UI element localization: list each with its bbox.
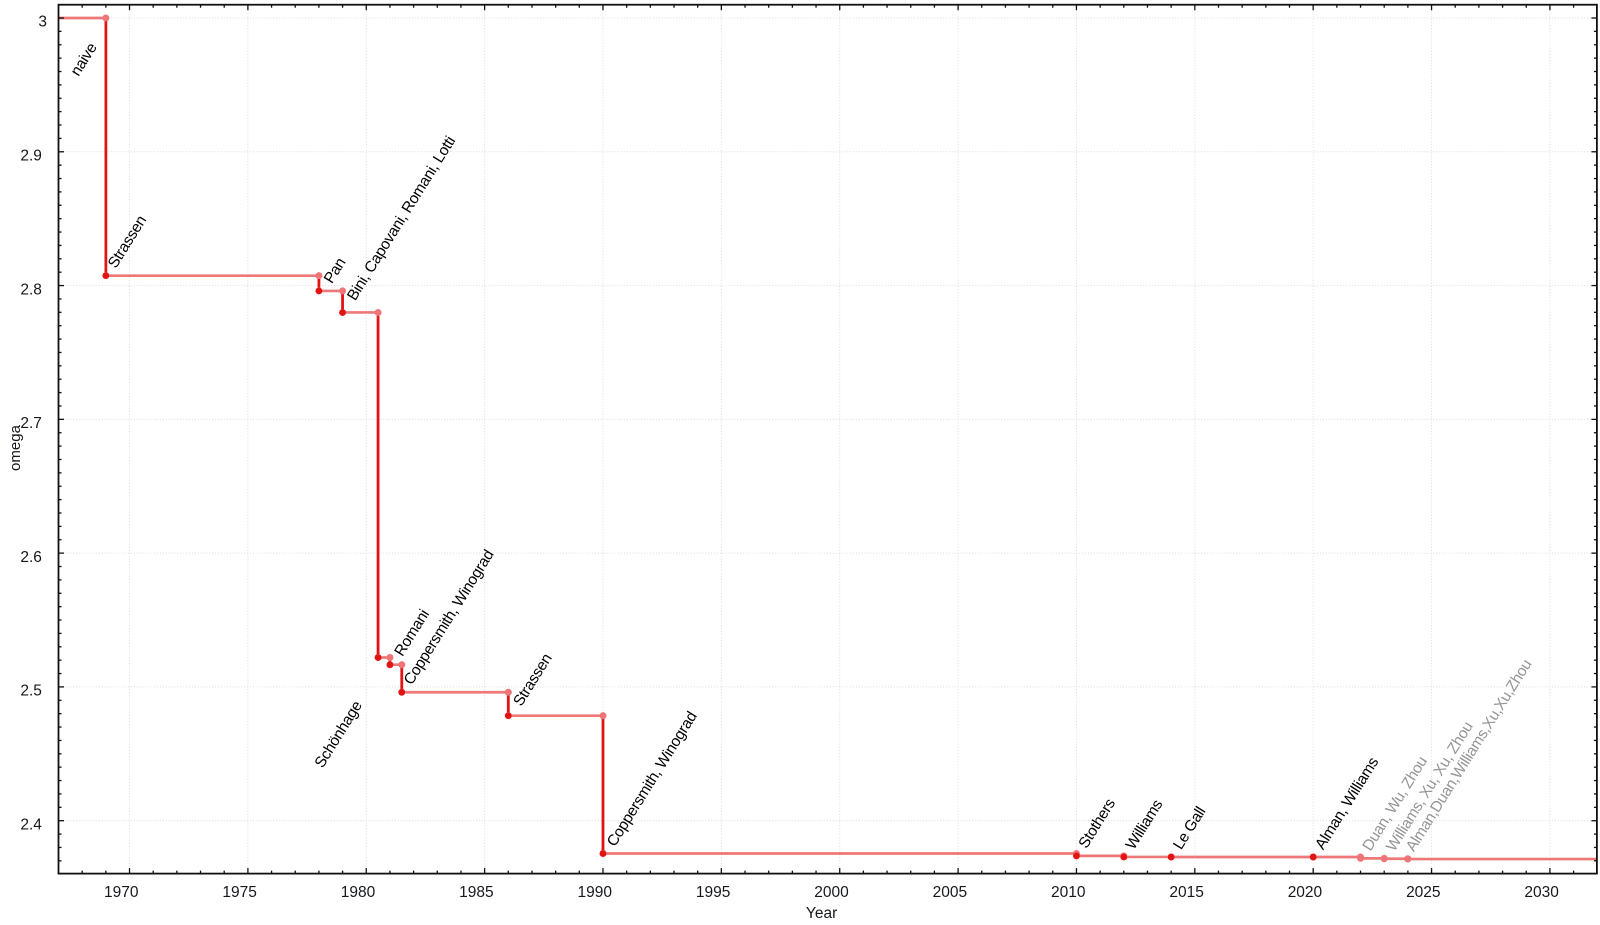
svg-text:2.5: 2.5 <box>20 683 42 700</box>
svg-text:2.7: 2.7 <box>20 415 42 432</box>
svg-text:2.4: 2.4 <box>20 816 42 833</box>
svg-text:2000: 2000 <box>814 884 849 901</box>
svg-text:1995: 1995 <box>696 884 730 901</box>
svg-text:2.8: 2.8 <box>20 281 42 298</box>
svg-text:3: 3 <box>38 14 47 31</box>
svg-text:2025: 2025 <box>1406 884 1440 901</box>
svg-text:2.6: 2.6 <box>20 549 42 566</box>
svg-text:1980: 1980 <box>341 884 376 901</box>
svg-text:2030: 2030 <box>1524 884 1559 901</box>
svg-text:1985: 1985 <box>459 884 493 901</box>
svg-text:2015: 2015 <box>1169 884 1203 901</box>
svg-text:2005: 2005 <box>933 884 967 901</box>
svg-text:1990: 1990 <box>578 884 613 901</box>
svg-text:omega: omega <box>7 424 24 471</box>
svg-text:2020: 2020 <box>1288 884 1323 901</box>
svg-text:2.9: 2.9 <box>20 147 42 164</box>
svg-text:Year: Year <box>806 905 837 920</box>
svg-text:2010: 2010 <box>1051 884 1086 901</box>
svg-text:1970: 1970 <box>104 884 139 901</box>
svg-text:1975: 1975 <box>222 884 256 901</box>
